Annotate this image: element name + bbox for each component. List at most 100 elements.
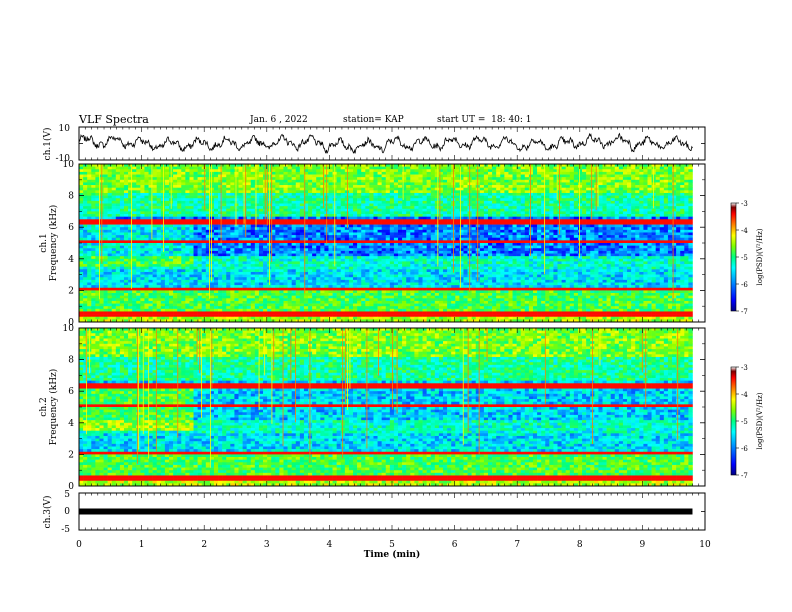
spectrogram-cell: [410, 214, 415, 217]
spectrogram-cell: [369, 179, 374, 183]
spectrogram-cell: [254, 185, 260, 188]
spectrogram-cell: [209, 235, 215, 239]
spectrogram-cell: [516, 203, 522, 207]
spectrogram-cell: [144, 200, 149, 204]
spectrogram-cell: [512, 245, 517, 249]
spectrogram-cell: [684, 174, 689, 178]
spectrogram-cell: [586, 192, 591, 196]
spectrogram-cell: [573, 206, 579, 210]
spectrogram-cell: [418, 179, 423, 183]
spectrogram-cell: [213, 179, 219, 183]
spectrogram-cell: [365, 200, 370, 204]
date-label: Jan. 6 , 2022: [250, 115, 308, 125]
spectrogram-cell: [479, 211, 485, 215]
spectrogram-cell: [471, 174, 477, 178]
spectrogram-cell: [295, 211, 301, 215]
spectrogram-cell: [316, 221, 321, 225]
spectrogram-cell: [230, 179, 235, 183]
spectrogram-cell: [532, 169, 538, 173]
spectrogram-cell: [136, 203, 141, 207]
spectrogram-cell: [283, 187, 288, 191]
spectrogram-cell: [324, 248, 329, 252]
spectrogram-cell: [115, 203, 121, 207]
spectrogram-cell: [459, 164, 464, 167]
spectrogram-cell: [303, 192, 309, 196]
spectrogram-cell: [512, 203, 517, 207]
spectrogram-cell: [680, 229, 685, 233]
spectrogram-cell: [103, 227, 108, 231]
spectrogram-cell: [205, 166, 211, 170]
spectrogram-cell: [103, 179, 108, 183]
spectrogram-cell: [119, 208, 125, 212]
spectrogram-cell: [528, 211, 534, 215]
spectrogram-cell: [672, 182, 677, 186]
spectrogram-cell: [512, 208, 517, 212]
spectrogram-cell: [426, 214, 432, 217]
spectrogram-cell: [492, 221, 497, 225]
spectrogram-cell: [496, 211, 501, 215]
spectrogram-cell: [426, 177, 432, 181]
spectrogram-cell: [173, 177, 178, 181]
spectrogram-cell: [123, 195, 129, 199]
spectrogram-cell: [549, 164, 554, 167]
spectrogram-cell: [406, 192, 411, 196]
spectrogram-cell: [598, 227, 603, 231]
spectrogram-cell: [103, 174, 108, 178]
spectrogram-cell: [164, 219, 170, 223]
spectrogram-cell: [455, 177, 460, 181]
spectrogram-cell: [205, 198, 211, 202]
spectrogram-cell: [123, 250, 129, 254]
spectrogram-cell: [312, 169, 317, 173]
spectrogram-cell: [537, 192, 542, 196]
spectrogram-cell: [582, 185, 587, 188]
spectrogram-cell: [577, 235, 583, 239]
spectrogram-cell: [582, 190, 587, 194]
spectrogram-cell: [565, 224, 571, 228]
spectrogram-cell: [414, 177, 419, 181]
spectrogram-cell: [357, 182, 362, 186]
spectrogram-cell: [414, 216, 419, 220]
spectrogram-cell: [537, 179, 542, 183]
spectrogram-cell: [500, 177, 505, 181]
spectrogram-cell: [87, 164, 92, 167]
spectrogram-cell: [148, 195, 153, 199]
spectrogram-cell: [610, 211, 616, 215]
spectrogram-cell: [598, 192, 603, 196]
spectrogram-cell: [389, 224, 395, 228]
spectrogram-cell: [496, 229, 501, 233]
spectrogram-cell: [655, 227, 661, 231]
spectrogram-cell: [459, 235, 464, 239]
spectrogram-cell: [508, 229, 513, 233]
spectrogram-cell: [185, 171, 190, 175]
spectrogram-cell: [218, 179, 223, 183]
spectrogram-cell: [246, 216, 252, 220]
spectrogram-cell: [79, 187, 84, 191]
spectrogram-cell: [430, 195, 436, 199]
spectrogram-cell: [479, 208, 485, 212]
spectrogram-cell: [218, 166, 223, 170]
spectrogram-cell: [218, 192, 223, 196]
spectrogram-cell: [238, 219, 243, 223]
spectrogram-cell: [573, 174, 579, 178]
spectrogram-cell: [459, 185, 464, 188]
spectrogram-cell: [438, 243, 444, 246]
spectrogram-cell: [111, 177, 117, 181]
spectrogram-cell: [385, 192, 391, 196]
spectrogram-cell: [164, 166, 170, 170]
spectrogram-cell: [181, 248, 186, 252]
spectrogram-cell: [168, 232, 174, 236]
spectrogram-cell: [471, 206, 477, 210]
spectrogram-cell: [569, 169, 575, 173]
spectrogram-cell: [328, 164, 333, 167]
spectrogram-cell: [443, 232, 448, 236]
spectrogram-cell: [647, 166, 652, 170]
spectrogram-cell: [647, 243, 652, 246]
spectrogram-cell: [496, 235, 501, 239]
spectrogram-cell: [655, 187, 661, 191]
spectrogram-cell: [189, 185, 194, 188]
spectrogram-cell: [688, 237, 693, 241]
spectrogram-cell: [283, 240, 288, 244]
spectrogram-cell: [532, 171, 538, 175]
spectrogram-cell: [573, 198, 579, 202]
spectrogram-cell: [643, 200, 648, 204]
